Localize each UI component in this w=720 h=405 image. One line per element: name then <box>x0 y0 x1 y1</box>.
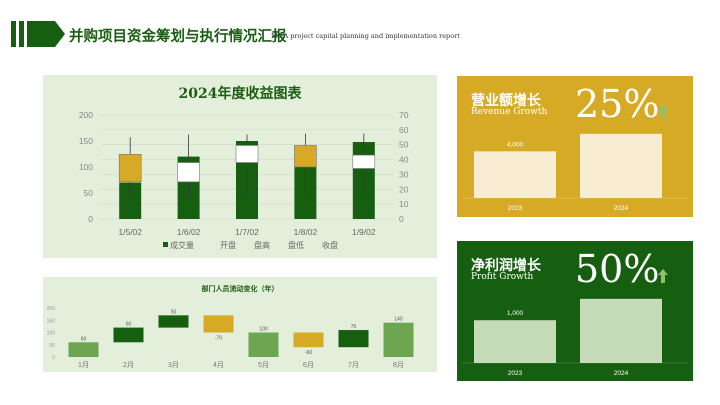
legend-item: 开盘 <box>220 240 236 250</box>
x-axis-tick: 5月 <box>258 361 269 369</box>
data-label: 1,000 <box>507 310 524 317</box>
data-label: 50 <box>171 309 177 315</box>
x-axis-tick: 1/8/02 <box>294 227 318 237</box>
right-axis-tick: 60 <box>399 125 409 135</box>
card-title: 营业额增长 <box>471 93 541 109</box>
x-axis-tick: 2024 <box>614 370 629 377</box>
revenue-growth-card: 营业额增长 Revenue Growth 25% 4,0002023550020… <box>457 76 693 217</box>
right-axis-tick: 30 <box>399 169 409 179</box>
candlestick-chart: 0 50 100 150 200 0 10 20 30 40 50 60 70 1/5/02 1/6/02 1… <box>79 110 409 250</box>
profit-growth-card: 净利润增长 Profit Growth 50% 1,00020231500202… <box>457 241 693 381</box>
x-axis-tick: 6月 <box>303 361 314 369</box>
legend-item: 盘低 <box>288 240 304 250</box>
waterfall-bar <box>113 327 144 343</box>
data-label: -70 <box>215 336 222 342</box>
candle-body <box>118 154 142 183</box>
candle-body <box>352 154 376 169</box>
arrow-up-icon <box>658 269 668 283</box>
arrow-up-icon <box>658 104 668 118</box>
candle-body <box>235 145 259 163</box>
right-axis-tick: 50 <box>399 140 409 150</box>
chart-title: 2024年度收益图表 <box>178 86 302 102</box>
revenue-bar-chart: 4,000202355002024 <box>462 133 688 212</box>
left-axis-tick: 200 <box>79 110 93 120</box>
legend-item: 盘高 <box>254 240 270 250</box>
data-label: -60 <box>305 350 312 356</box>
candle-body <box>294 145 317 168</box>
y-axis-tick: 150 <box>47 318 56 324</box>
data-label: 60 <box>81 336 87 342</box>
legend-item: 成交量 <box>170 240 194 250</box>
waterfall-bar <box>248 332 279 357</box>
waterfall-bar <box>203 315 234 333</box>
x-axis-tick: 2月 <box>123 361 134 369</box>
waterfall-bar <box>383 322 414 357</box>
card-title: 净利润增长 <box>471 258 541 274</box>
x-axis-tick: 1月 <box>78 361 89 369</box>
data-label: 140 <box>394 317 403 323</box>
left-axis-tick: 150 <box>79 136 93 146</box>
y-axis-tick: 50 <box>49 343 55 349</box>
data-label: 70 <box>351 324 357 330</box>
profit-bar-chart: 1,000202315002024 <box>462 298 688 377</box>
y-axis-tick: 0 <box>52 355 55 361</box>
legend-item: 收盘 <box>322 240 338 250</box>
x-axis-tick: 7月 <box>348 361 359 369</box>
card-subtitle: Profit Growth <box>471 272 534 282</box>
waterfall-bar <box>338 330 369 348</box>
waterfall-bar <box>293 332 324 348</box>
right-axis-tick: 10 <box>399 199 409 209</box>
bar <box>580 133 662 198</box>
chart-title: 部门人员流动变化（年） <box>201 284 279 293</box>
x-axis-tick: 1/7/02 <box>235 227 259 237</box>
bar <box>474 320 556 363</box>
x-axis-tick: 3月 <box>168 361 179 369</box>
right-axis-tick: 70 <box>399 110 409 120</box>
candle-body <box>177 162 200 183</box>
right-axis-tick: 20 <box>399 184 409 194</box>
right-axis-tick: 40 <box>399 155 409 165</box>
waterfall-chart: 0 50 100 150 200 60 1月 60 2月 50 3月 -70 4月 100 5月 -60 6月 7… <box>47 306 414 369</box>
right-axis-tick: 0 <box>399 214 404 224</box>
page-title: 并购项目资金筹划与执行情况汇报 <box>69 28 287 45</box>
x-axis-tick: 2024 <box>614 205 629 212</box>
data-label: 60 <box>126 322 132 328</box>
x-axis-tick: 4月 <box>213 361 224 369</box>
page-subtitle: M&A project capital planning and impleme… <box>271 32 460 40</box>
annual-revenue-chart-panel: 2024年度收益图表 0 50 100 150 200 0 10 20 30 40 50 60 70 1/… <box>43 75 437 258</box>
left-axis-tick: 50 <box>84 188 94 198</box>
x-axis-tick: 1/6/02 <box>177 227 201 237</box>
data-label: 4,000 <box>507 141 524 148</box>
card-subtitle: Revenue Growth <box>471 107 548 117</box>
staff-flow-chart-panel: 部门人员流动变化（年） 0 50 100 150 200 60 1月 60 2月 50 3月 -70 4… <box>43 277 437 372</box>
waterfall-bar <box>158 315 189 328</box>
bar <box>580 298 662 363</box>
growth-percent: 50% <box>575 247 660 291</box>
data-label: 100 <box>259 327 268 333</box>
waterfall-bar <box>68 342 99 357</box>
logo-icon <box>11 21 65 47</box>
x-axis-tick: 1/9/02 <box>352 227 376 237</box>
bar <box>474 151 556 198</box>
y-axis-tick: 200 <box>47 306 56 312</box>
volume-bar <box>119 182 142 219</box>
x-axis-tick: 1/5/02 <box>118 227 142 237</box>
growth-percent: 25% <box>575 82 660 126</box>
left-axis-tick: 0 <box>88 214 93 224</box>
x-axis-tick: 2023 <box>508 370 523 377</box>
y-axis-tick: 100 <box>47 331 56 337</box>
legend-swatch <box>163 242 168 247</box>
left-axis-tick: 100 <box>79 162 93 172</box>
x-axis-tick: 2023 <box>508 205 523 212</box>
x-axis-tick: 8月 <box>393 361 404 369</box>
